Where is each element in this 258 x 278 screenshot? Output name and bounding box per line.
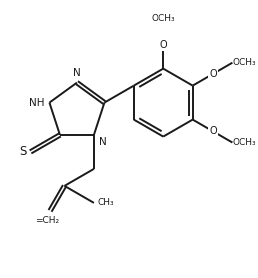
Text: OCH₃: OCH₃: [232, 138, 256, 147]
Text: S: S: [19, 145, 27, 158]
Text: OCH₃: OCH₃: [151, 14, 175, 23]
Text: O: O: [209, 126, 217, 136]
Text: O: O: [159, 40, 167, 50]
Text: =CH₂: =CH₂: [35, 216, 59, 225]
Text: O: O: [209, 69, 217, 79]
Text: N: N: [99, 137, 107, 147]
Text: NH: NH: [29, 98, 45, 108]
Text: CH₃: CH₃: [98, 198, 114, 207]
Text: N: N: [73, 68, 81, 78]
Text: OCH₃: OCH₃: [232, 58, 256, 67]
